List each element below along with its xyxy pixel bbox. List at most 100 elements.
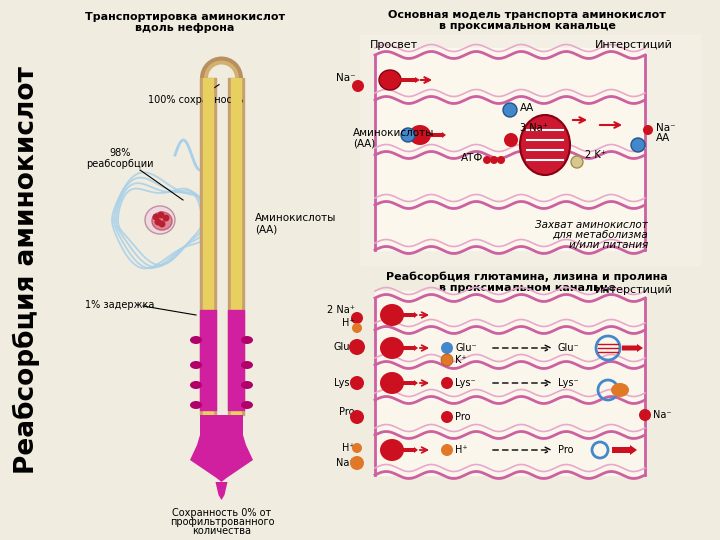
Text: 1% задержка: 1% задержка <box>85 300 155 310</box>
FancyArrow shape <box>402 447 418 453</box>
Ellipse shape <box>190 336 202 344</box>
Text: 100% сохранность: 100% сохранность <box>148 85 243 105</box>
FancyArrow shape <box>402 380 418 386</box>
Wedge shape <box>204 415 239 433</box>
Text: 98%: 98% <box>109 148 131 158</box>
Circle shape <box>631 138 645 152</box>
Text: (АА): (АА) <box>255 225 277 235</box>
Ellipse shape <box>409 125 431 145</box>
Text: 2 Na⁺: 2 Na⁺ <box>327 305 355 315</box>
Text: Glu⁻: Glu⁻ <box>558 343 580 353</box>
Text: 2 K⁺: 2 K⁺ <box>585 150 606 160</box>
Text: реабсорбции: реабсорбции <box>86 159 154 169</box>
Circle shape <box>441 342 453 354</box>
Text: Na⁻: Na⁻ <box>653 410 672 420</box>
Ellipse shape <box>190 401 202 409</box>
Ellipse shape <box>152 212 172 230</box>
Text: Основная модель транспорта аминокислот: Основная модель транспорта аминокислот <box>388 10 666 20</box>
Circle shape <box>497 156 505 164</box>
Text: Транспортировка аминокислот: Транспортировка аминокислот <box>85 12 285 22</box>
Text: Na⁻: Na⁻ <box>336 73 356 83</box>
Circle shape <box>639 409 651 421</box>
Polygon shape <box>215 482 228 500</box>
Wedge shape <box>200 415 243 436</box>
Text: для метаболизма: для метаболизма <box>552 230 648 240</box>
FancyArrow shape <box>612 445 637 455</box>
Text: K⁺: K⁺ <box>455 355 467 365</box>
Text: Интерстиций: Интерстиций <box>595 40 673 50</box>
FancyArrow shape <box>430 132 446 138</box>
Circle shape <box>153 213 160 220</box>
Ellipse shape <box>190 381 202 389</box>
Text: Сохранность 0% от: Сохранность 0% от <box>172 508 271 518</box>
Text: Реабсорбция глютамина, лизина и пролина: Реабсорбция глютамина, лизина и пролина <box>386 272 668 282</box>
Text: Захват аминокислот: Захват аминокислот <box>535 220 648 230</box>
Text: Na⁻: Na⁻ <box>656 123 675 133</box>
Ellipse shape <box>241 336 253 344</box>
Text: Lys⁻: Lys⁻ <box>558 378 579 388</box>
Circle shape <box>490 156 498 164</box>
Circle shape <box>352 80 364 92</box>
Text: Pro: Pro <box>455 412 470 422</box>
Circle shape <box>503 103 517 117</box>
Text: (АА): (АА) <box>353 139 375 149</box>
Text: H⁺: H⁺ <box>343 318 355 328</box>
FancyArrow shape <box>402 345 418 351</box>
Circle shape <box>643 125 653 135</box>
Text: Lys⁺: Lys⁺ <box>334 378 355 388</box>
Text: H⁺: H⁺ <box>455 445 467 455</box>
Circle shape <box>350 376 364 390</box>
Text: 3 Na⁺: 3 Na⁺ <box>520 123 548 133</box>
Text: в проксимальном канальце: в проксимальном канальце <box>438 21 616 31</box>
Circle shape <box>483 156 491 164</box>
Text: Lys⁻: Lys⁻ <box>455 378 476 388</box>
Text: АТФ: АТФ <box>461 153 483 163</box>
Circle shape <box>401 128 415 142</box>
Text: Реабсорбция аминокислот: Реабсорбция аминокислот <box>12 66 40 474</box>
Circle shape <box>350 456 364 470</box>
Ellipse shape <box>520 115 570 175</box>
Circle shape <box>441 354 453 366</box>
Text: Аминокислоты: Аминокислоты <box>255 213 336 223</box>
Text: Pro: Pro <box>340 407 355 417</box>
Circle shape <box>504 133 518 147</box>
Circle shape <box>441 377 453 389</box>
Text: Просвет: Просвет <box>370 40 418 50</box>
Ellipse shape <box>241 361 253 369</box>
Circle shape <box>351 312 363 324</box>
Wedge shape <box>204 60 239 78</box>
Text: Интерстиций: Интерстиций <box>595 285 673 295</box>
Ellipse shape <box>241 401 253 409</box>
Text: количества: количества <box>192 526 251 536</box>
Ellipse shape <box>145 206 175 234</box>
Text: Pro: Pro <box>558 445 574 455</box>
Text: вдоль нефрона: вдоль нефрона <box>135 23 235 33</box>
Text: Аминокислоты: Аминокислоты <box>353 128 434 138</box>
Ellipse shape <box>190 361 202 369</box>
Circle shape <box>158 220 166 227</box>
Text: Na⁺: Na⁺ <box>336 458 355 468</box>
Circle shape <box>352 443 362 453</box>
Circle shape <box>155 219 161 226</box>
Circle shape <box>352 323 362 333</box>
Ellipse shape <box>380 304 404 326</box>
Text: в проксимальном канальце: в проксимальном канальце <box>438 283 616 293</box>
Circle shape <box>441 411 453 423</box>
Text: АА: АА <box>656 133 670 143</box>
FancyArrow shape <box>400 77 420 83</box>
Circle shape <box>350 410 364 424</box>
FancyArrow shape <box>622 344 643 352</box>
Text: Glu⁻: Glu⁻ <box>333 342 355 352</box>
Circle shape <box>349 339 365 355</box>
Text: Glu⁻: Glu⁻ <box>455 343 477 353</box>
Text: H⁺: H⁺ <box>343 443 355 453</box>
Circle shape <box>441 444 453 456</box>
Polygon shape <box>190 415 253 482</box>
Text: АА: АА <box>520 103 534 113</box>
Ellipse shape <box>380 372 404 394</box>
Ellipse shape <box>241 381 253 389</box>
Ellipse shape <box>379 70 401 90</box>
Text: профильтрованного: профильтрованного <box>170 517 274 527</box>
Wedge shape <box>200 57 243 78</box>
FancyArrow shape <box>402 312 418 318</box>
